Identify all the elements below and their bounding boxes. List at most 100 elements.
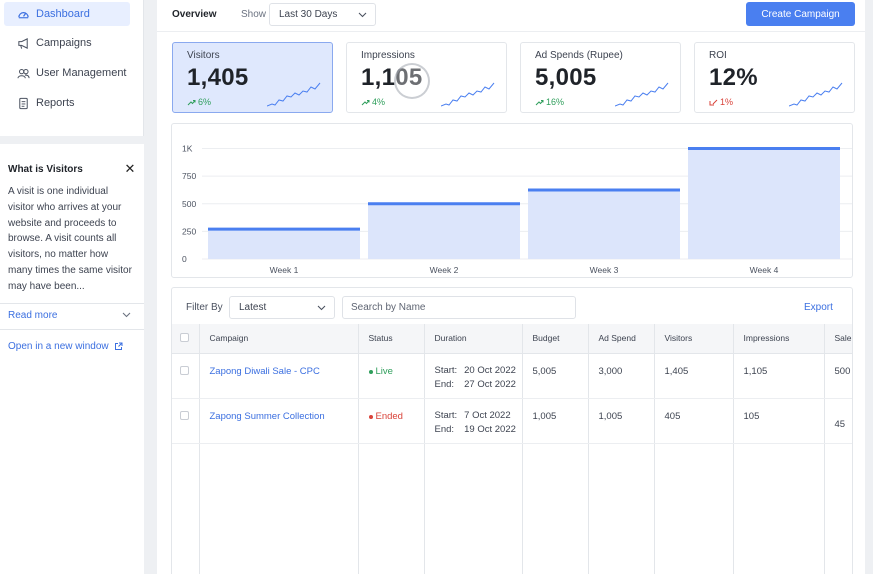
help-body: A visit is one individual visitor who ar… (8, 186, 132, 292)
sidebar-item-reports[interactable]: Reports (4, 91, 130, 115)
bar[interactable] (688, 148, 840, 259)
sparkline (267, 82, 321, 107)
stat-value: 12% (709, 64, 758, 91)
duration-cell: Start: 7 Oct 2022 End: 19 Oct 2022 (424, 398, 523, 444)
start-label: Start: (434, 364, 458, 376)
sidebar-item-user-management[interactable]: User Management (4, 61, 130, 85)
row-checkbox[interactable] (172, 353, 200, 399)
x-tick-label: Week 4 (750, 265, 779, 275)
y-tick-label: 750 (182, 171, 196, 181)
stat-card-roi[interactable]: ROI 12% 1% (694, 42, 855, 113)
trend-up-icon (187, 99, 196, 105)
visitors-cell: 405 (654, 398, 734, 444)
visitors-chart: 0 250 500 750 1K Week 1 Week 2 Week 3 Week 4 (171, 123, 853, 278)
column-header[interactable]: Impressions (733, 324, 825, 354)
external-link-icon (114, 342, 123, 350)
close-icon[interactable]: ✕ (124, 161, 136, 176)
tab-overview[interactable]: Overview (172, 9, 217, 20)
stat-card-ad-spends[interactable]: Ad Spends (Rupee) 5,005 16% (520, 42, 681, 113)
bar[interactable] (208, 229, 360, 259)
sidebar-item-campaigns[interactable]: Campaigns (4, 31, 130, 55)
open-window-label: Open in a new window (8, 341, 109, 352)
sidebar-item-dashboard[interactable]: Dashboard (4, 2, 130, 26)
column-header[interactable]: Sale (824, 324, 852, 354)
column-header[interactable]: Ad Spend (588, 324, 655, 354)
status-badge: Live (368, 366, 393, 377)
stat-change-value: 16% (546, 97, 565, 107)
stat-label: ROI (709, 50, 727, 61)
end-label: End: (434, 378, 455, 390)
sidebar-item-label: Reports (36, 97, 75, 109)
help-panel: What is Visitors ✕ A visit is one indivi… (0, 136, 144, 574)
column-header[interactable]: Budget (522, 324, 589, 354)
table-row[interactable]: Zapong Diwali Sale - CPC Live Start: 20 … (172, 353, 852, 399)
status-badge: Ended (368, 411, 403, 422)
row-checkbox[interactable] (172, 398, 200, 444)
show-label: Show (241, 9, 267, 20)
column-header[interactable]: Campaign (199, 324, 359, 354)
loading-spinner (394, 63, 430, 99)
stat-change-value: 6% (198, 97, 212, 107)
top-bar: Overview Show Last 30 Days Create Campai… (157, 0, 865, 32)
stat-value: 1,405 (187, 64, 249, 91)
impressions-cell: 1,105 (733, 353, 825, 399)
trend-up-icon (361, 99, 370, 105)
end-date: 19 Oct 2022 (464, 423, 516, 435)
column-header[interactable]: Duration (424, 324, 523, 354)
create-campaign-button[interactable]: Create Campaign (746, 2, 855, 26)
column-header[interactable]: Visitors (654, 324, 734, 354)
start-date: 7 Oct 2022 (464, 409, 511, 421)
sparkline (441, 82, 495, 107)
stat-change: 6% (187, 97, 211, 107)
y-tick-label: 0 (182, 254, 187, 264)
end-label: End: (434, 423, 455, 435)
column-header[interactable]: Status (358, 324, 425, 354)
chevron-down-icon (317, 305, 326, 311)
megaphone-icon (16, 36, 30, 50)
y-tick-label: 250 (182, 226, 196, 236)
stat-change: 1% (709, 97, 733, 107)
stat-label: Ad Spends (Rupee) (535, 50, 623, 61)
bar-chart: 0 250 500 750 1K Week 1 Week 2 Week 3 Week 4 (182, 144, 852, 275)
gauge-icon (16, 7, 30, 21)
chevron-down-icon[interactable] (122, 310, 131, 321)
stat-change: 16% (535, 97, 564, 107)
report-icon (16, 96, 30, 110)
export-link[interactable]: Export (804, 302, 833, 313)
main-panel: Overview Show Last 30 Days Create Campai… (157, 0, 865, 574)
sidebar-item-label: Dashboard (36, 8, 90, 20)
sidebar: Dashboard Campaigns User Management Repo… (0, 0, 144, 574)
date-range-select[interactable]: Last 30 Days (269, 3, 376, 26)
y-tick-label: 500 (182, 199, 196, 209)
help-title: What is Visitors (8, 164, 83, 175)
start-label: Start: (434, 409, 458, 421)
open-in-new-window-link[interactable]: Open in a new window (8, 341, 123, 352)
trend-down-icon (709, 99, 718, 105)
read-more-link[interactable]: Read more (8, 310, 58, 321)
divider (0, 329, 144, 330)
status-text: Ended (375, 411, 403, 422)
sales-cell: 500 (824, 353, 852, 399)
bar[interactable] (368, 203, 520, 259)
stat-label: Visitors (187, 50, 220, 61)
campaigns-table-panel: Filter By Latest Export Campaign Status … (171, 287, 853, 574)
budget-cell: 5,005 (522, 353, 589, 399)
stat-change-value: 1% (720, 97, 734, 107)
x-tick-label: Week 2 (430, 265, 459, 275)
sales-cell: 45 (824, 398, 852, 444)
sidebar-item-label: User Management (36, 67, 127, 79)
campaign-link[interactable]: Zapong Diwali Sale - CPC (209, 365, 320, 377)
table-empty-area (172, 443, 852, 574)
bar[interactable] (528, 189, 680, 259)
search-input[interactable] (342, 296, 576, 319)
stat-card-visitors[interactable]: Visitors 1,405 6% (172, 42, 333, 113)
sort-select[interactable]: Latest (229, 296, 335, 319)
sparkline (615, 82, 669, 107)
campaign-link[interactable]: Zapong Summer Collection (209, 410, 325, 422)
stat-change-value: 4% (372, 97, 386, 107)
end-date: 27 Oct 2022 (464, 378, 516, 390)
chevron-down-icon (358, 12, 367, 18)
visitors-cell: 1,405 (654, 353, 734, 399)
table-row[interactable]: Zapong Summer Collection Ended Start: 7 … (172, 398, 852, 444)
select-all-checkbox[interactable] (172, 324, 200, 354)
